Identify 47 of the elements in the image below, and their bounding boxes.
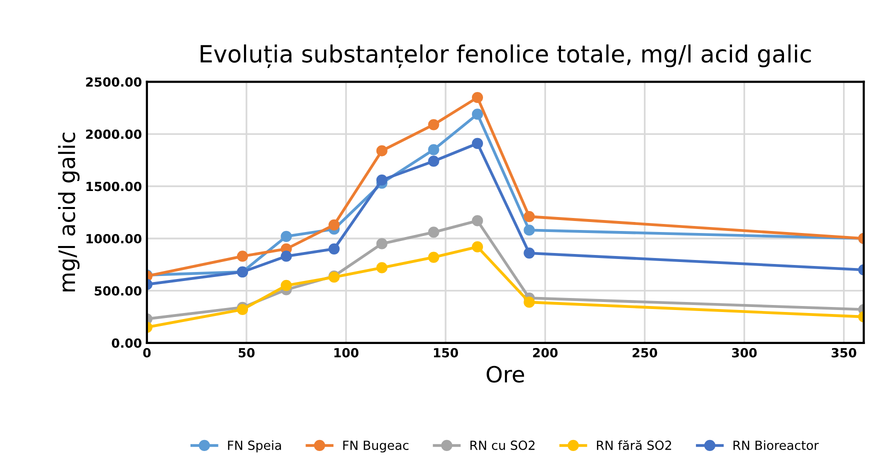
- point: [280, 280, 292, 292]
- point: [280, 250, 292, 262]
- x-tick-label: 100: [334, 348, 358, 358]
- chart-title: Evoluția substanțelor fenolice totale, mg/l acid galic: [200, 44, 811, 68]
- y-tick-label: 2000.00: [86, 130, 142, 139]
- y-tick-label: 1000.00: [86, 234, 142, 244]
- x-tick-label: 200: [533, 348, 558, 358]
- point: [428, 119, 440, 130]
- x-tick-label: 300: [732, 348, 757, 358]
- point: [428, 144, 440, 156]
- point: [472, 108, 484, 120]
- point: [428, 252, 440, 263]
- point: [236, 250, 248, 262]
- point: [472, 138, 484, 150]
- point: [472, 215, 484, 226]
- point: [376, 262, 388, 274]
- point: [328, 243, 340, 254]
- point: [472, 92, 484, 104]
- y-tick-label: 500.00: [94, 286, 142, 296]
- y-axis-title: mg/l acid galic: [58, 132, 80, 292]
- point: [472, 241, 484, 252]
- point: [524, 296, 535, 308]
- point: [376, 238, 388, 250]
- legend-label: RN cu SO2: [470, 440, 534, 450]
- point: [236, 304, 248, 316]
- x-tick-label: 50: [238, 348, 255, 358]
- x-tick-label: 0: [143, 348, 151, 358]
- x-tick-label: 350: [832, 348, 856, 358]
- point: [428, 156, 440, 167]
- legend-label: RN Bioreactor: [734, 440, 819, 450]
- point: [376, 145, 388, 156]
- point: [376, 174, 388, 186]
- y-tick-label: 2500.00: [86, 77, 142, 87]
- y-tick-label: 0.00: [112, 338, 142, 348]
- legend-label: FN Speia: [228, 440, 281, 452]
- point: [524, 248, 535, 259]
- x-tick-label: 150: [434, 348, 458, 358]
- x-axis-title: Ore: [486, 366, 524, 383]
- y-tick-label: 1500.00: [86, 182, 142, 192]
- point: [428, 226, 440, 238]
- legend-label: RN fără SO2: [596, 440, 672, 450]
- point: [524, 211, 535, 222]
- point: [328, 219, 340, 230]
- point: [280, 230, 292, 242]
- point: [524, 224, 535, 236]
- legend-label: FN Bugeac: [343, 440, 408, 452]
- x-tick-label: 250: [632, 348, 658, 358]
